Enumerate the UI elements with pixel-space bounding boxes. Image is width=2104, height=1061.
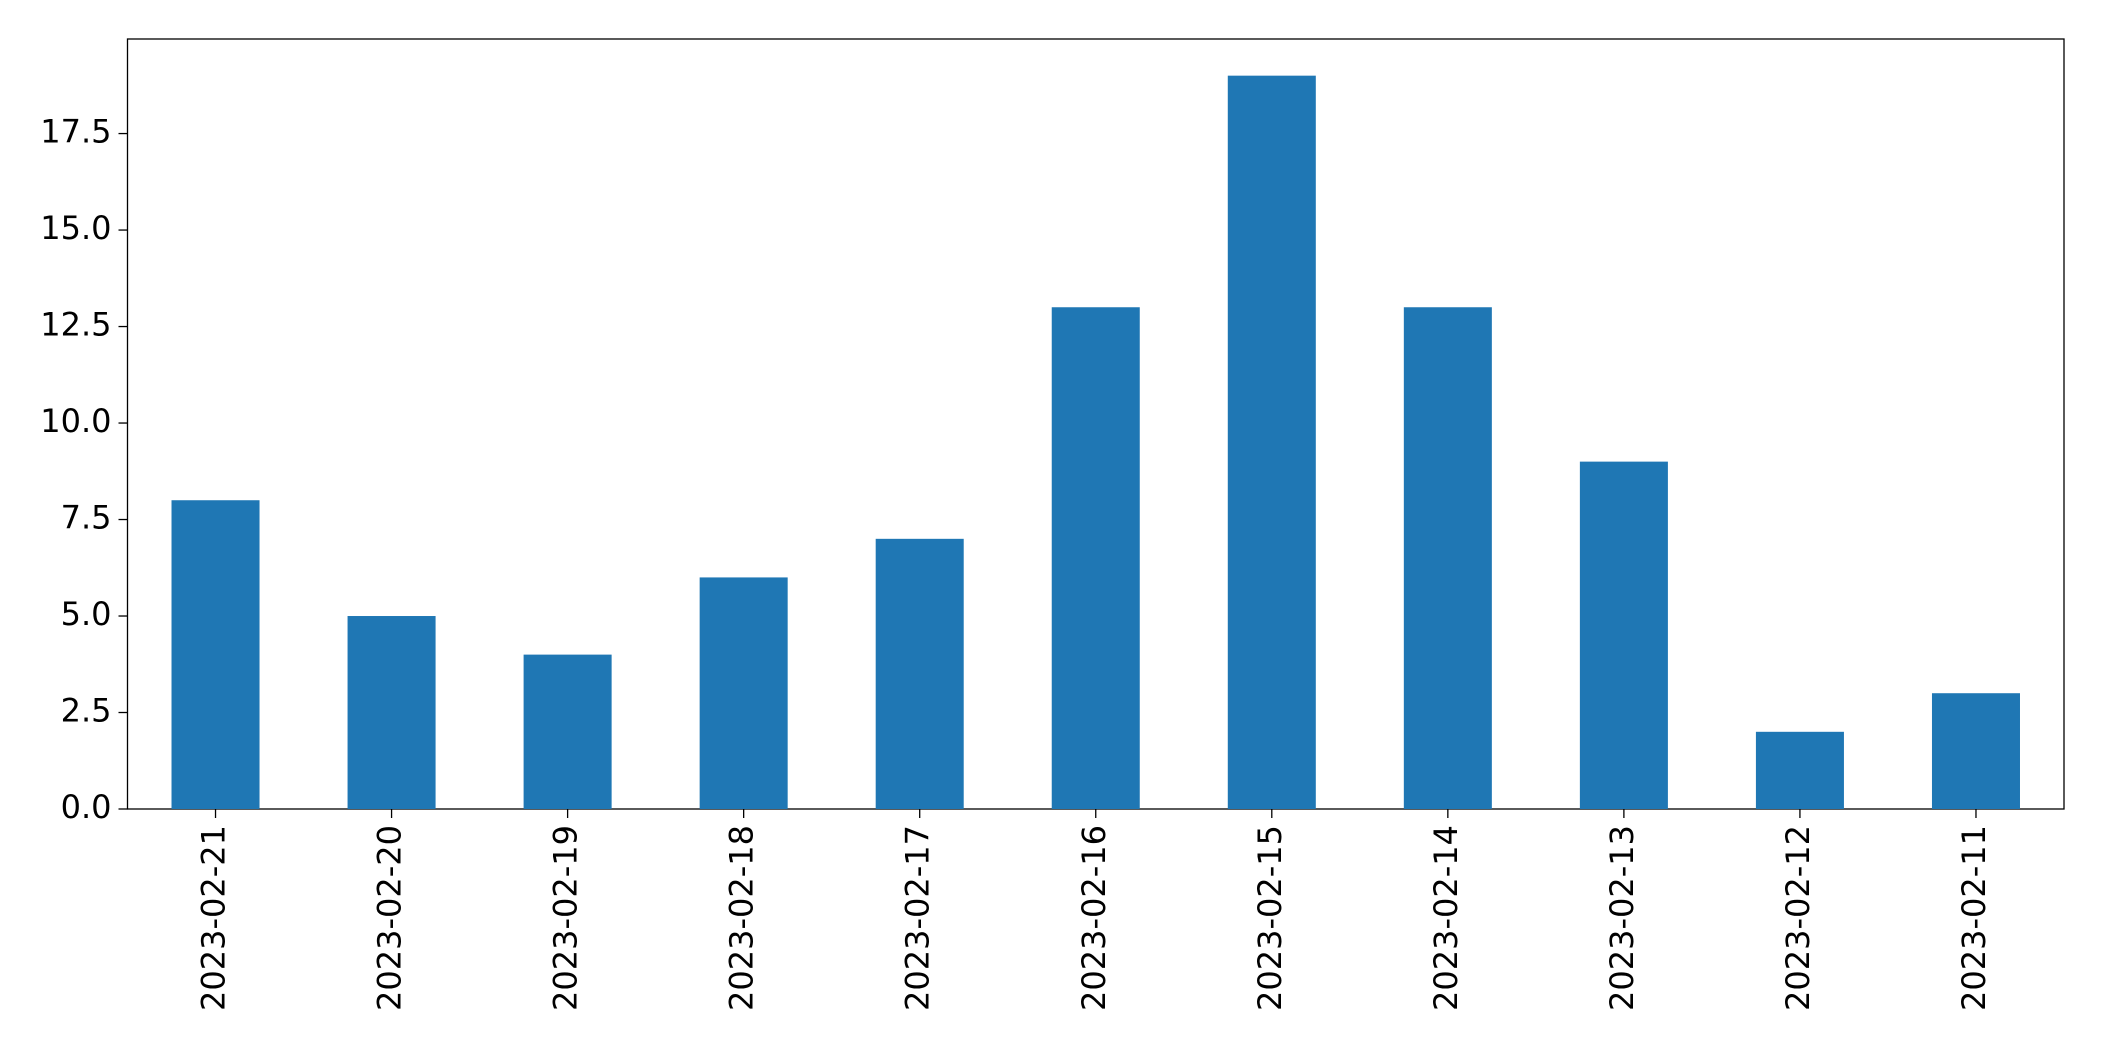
bar: [1579, 461, 1668, 809]
bar: [171, 500, 260, 809]
y-tick-label: 17.5: [40, 113, 111, 151]
y-tick-label: 2.5: [61, 692, 112, 730]
x-tick-label: 2023-02-12: [1779, 825, 1817, 1011]
x-tick-label: 2023-02-16: [1075, 825, 1113, 1011]
x-tick-label: 2023-02-18: [723, 825, 761, 1011]
y-tick-label: 7.5: [61, 499, 112, 537]
x-tick-label: 2023-02-11: [1955, 825, 1993, 1011]
bar: [1755, 731, 1844, 809]
x-tick-label: 2023-02-13: [1603, 825, 1641, 1011]
x-tick-label: 2023-02-14: [1427, 825, 1465, 1011]
y-tick-label: 0.0: [61, 788, 112, 826]
x-tick-label: 2023-02-20: [371, 825, 409, 1011]
y-tick-label: 5.0: [61, 595, 112, 633]
x-tick-label: 2023-02-19: [547, 825, 585, 1011]
bar: [1227, 75, 1316, 809]
x-tick-label: 2023-02-15: [1251, 825, 1289, 1011]
bar: [523, 654, 612, 809]
bar: [1051, 307, 1140, 809]
bar: [347, 616, 436, 809]
y-tick-label: 15.0: [40, 209, 111, 247]
bar: [1931, 693, 2020, 809]
x-tick-label: 2023-02-17: [899, 825, 937, 1011]
y-tick-label: 10.0: [40, 402, 111, 440]
bar: [1403, 307, 1492, 809]
bar: [699, 577, 788, 809]
y-tick-label: 12.5: [40, 306, 111, 344]
bar: [875, 538, 964, 809]
x-tick-label: 2023-02-21: [195, 825, 233, 1011]
